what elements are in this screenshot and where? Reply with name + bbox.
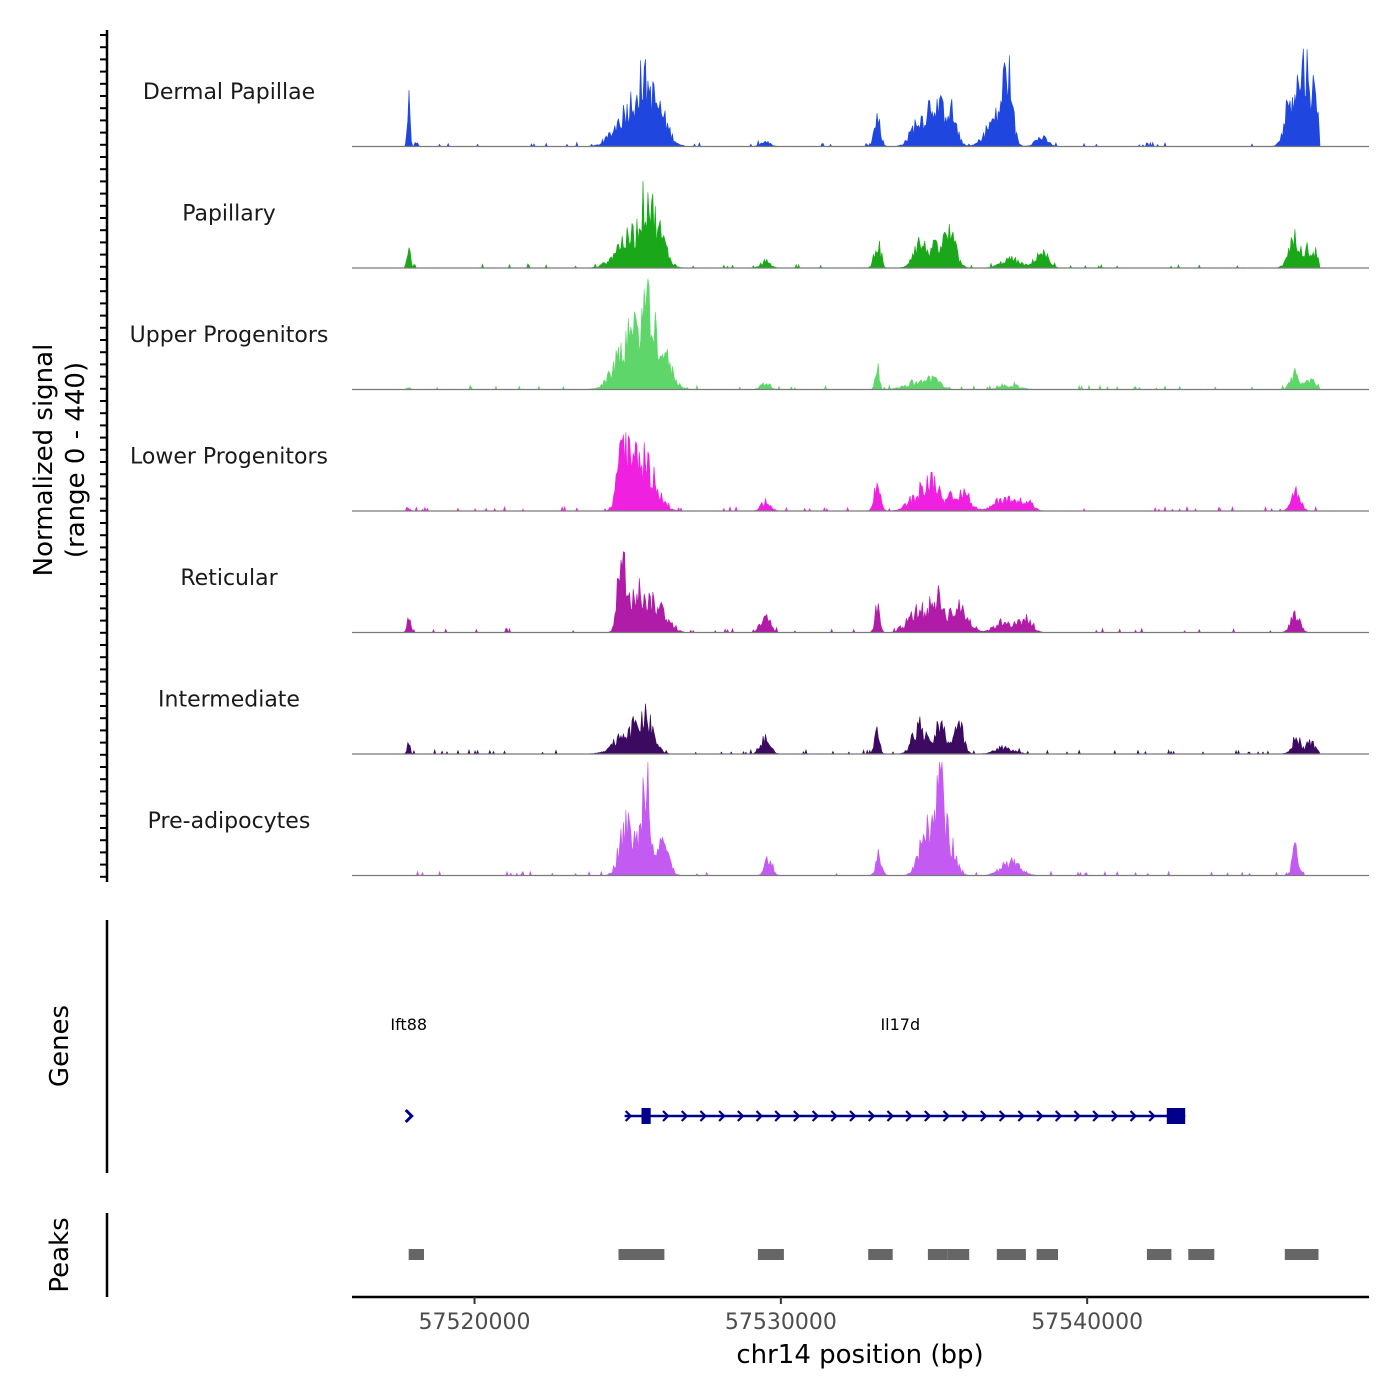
- strand-chevron: [1148, 1110, 1156, 1122]
- coverage-axis-title: Normalized signal (range 0 - 440): [29, 344, 91, 577]
- gene-label: Il17d: [880, 1015, 920, 1034]
- ylabel-line2: (range 0 - 440): [61, 362, 91, 558]
- strand-chevron: [1036, 1110, 1044, 1122]
- x-tick-label: 57520000: [419, 1310, 531, 1335]
- peak-region: [618, 1249, 665, 1260]
- strand-chevron: [998, 1110, 1007, 1122]
- strand-chevron: [1111, 1110, 1119, 1122]
- x-axis-ticks: 57520000 57530000 57540000: [419, 1297, 1143, 1335]
- strand-chevron: [849, 1110, 857, 1122]
- strand-chevron: [1054, 1110, 1063, 1122]
- signal-area: [403, 703, 1321, 755]
- peak-region: [996, 1249, 1026, 1260]
- strand-chevron: [404, 1108, 414, 1124]
- strand-chevron: [942, 1110, 951, 1122]
- peaks-track-title: Peaks: [45, 1217, 75, 1292]
- gene-exon: [1166, 1108, 1186, 1124]
- track-label: Intermediate: [158, 688, 300, 713]
- strand-chevron: [1017, 1110, 1025, 1122]
- peak-region: [1188, 1249, 1215, 1260]
- track-pre-adipocytes: Pre-adipocytes: [148, 761, 1369, 877]
- track-papillary: Papillary: [182, 180, 1369, 269]
- gene-il17d: Il17d: [624, 1015, 1186, 1124]
- track-intermediate: Intermediate: [158, 688, 1369, 755]
- signal-area: [404, 761, 1320, 877]
- track-lower-progenitors: Lower Progenitors: [130, 432, 1369, 513]
- x-axis-title: chr14 position (bp): [736, 1340, 983, 1370]
- signal-area: [403, 551, 1320, 634]
- strand-chevron: [1092, 1110, 1100, 1122]
- strand-chevron: [737, 1110, 745, 1122]
- track-label: Lower Progenitors: [130, 445, 328, 470]
- track-label: Pre-adipocytes: [148, 809, 311, 834]
- strand-chevron: [1073, 1110, 1081, 1122]
- peak-region: [1036, 1249, 1058, 1260]
- signal-area: [403, 48, 1321, 148]
- strand-chevron: [980, 1110, 988, 1122]
- strand-chevron: [699, 1110, 707, 1122]
- genes-track-title: Genes: [45, 1005, 75, 1087]
- strand-chevron: [886, 1110, 894, 1122]
- track-label: Reticular: [180, 566, 278, 591]
- gene-label: Ift88: [390, 1015, 427, 1034]
- genes-track: Ift88 Il17d: [390, 1015, 1186, 1124]
- coverage-tracks: Dermal Papillae Papillary Upper Progenitor…: [130, 48, 1369, 877]
- track-reticular: Reticular: [180, 551, 1369, 634]
- strand-chevron: [624, 1110, 633, 1122]
- peak-region: [1146, 1249, 1172, 1260]
- strand-chevron: [811, 1110, 820, 1122]
- strand-chevron: [905, 1110, 913, 1122]
- gene-ift88: Ift88: [390, 1015, 427, 1124]
- signal-area: [404, 432, 1320, 513]
- peak-region: [927, 1249, 948, 1260]
- strand-chevron: [755, 1110, 764, 1122]
- peak-region: [947, 1249, 970, 1260]
- peak-region: [408, 1249, 424, 1260]
- peak-region: [1284, 1249, 1319, 1260]
- strand-chevron: [830, 1110, 838, 1122]
- gene-exon: [641, 1108, 651, 1124]
- peak-region: [868, 1249, 893, 1260]
- strand-chevron: [924, 1110, 932, 1122]
- strand-chevron: [867, 1110, 876, 1122]
- peaks-track: [408, 1249, 1319, 1260]
- track-label: Upper Progenitors: [130, 323, 329, 348]
- track-label: Papillary: [182, 202, 276, 227]
- strand-chevron: [662, 1110, 670, 1122]
- track-upper-progenitors: Upper Progenitors: [130, 278, 1369, 391]
- ylabel-line1: Normalized signal: [29, 344, 59, 577]
- x-tick-label: 57530000: [725, 1310, 837, 1335]
- signal-area: [404, 278, 1321, 391]
- strand-chevron: [961, 1110, 969, 1122]
- strand-chevron: [793, 1110, 801, 1122]
- track-dermal-papillae: Dermal Papillae: [143, 48, 1369, 148]
- strand-chevron: [1129, 1110, 1138, 1122]
- signal-area: [403, 180, 1321, 269]
- peak-region: [757, 1249, 784, 1260]
- strand-chevron: [680, 1110, 689, 1122]
- track-label: Dermal Papillae: [143, 80, 315, 105]
- strand-chevron: [718, 1110, 726, 1122]
- x-tick-label: 57540000: [1031, 1310, 1143, 1335]
- strand-chevron: [774, 1110, 782, 1122]
- coverage-y-ticks: [100, 34, 107, 878]
